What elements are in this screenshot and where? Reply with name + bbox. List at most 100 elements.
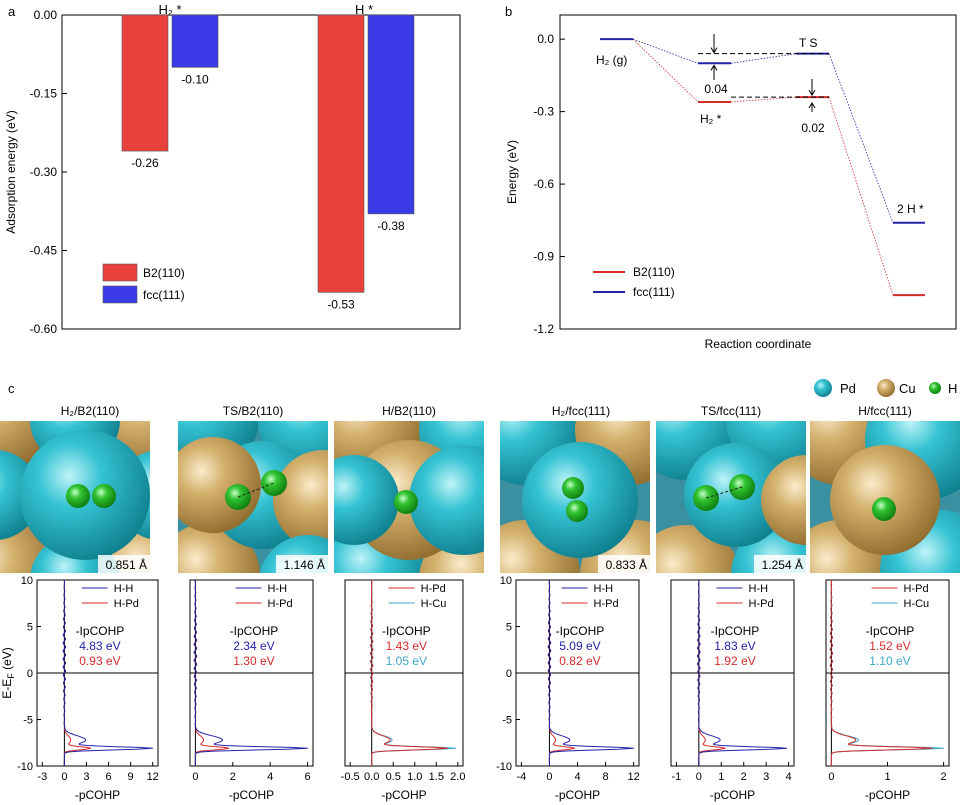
x-tick-label: 1 xyxy=(718,771,724,783)
y-axis-label: E-EF (eV) xyxy=(0,647,16,699)
h-atom xyxy=(92,484,116,508)
connector-B2(110) xyxy=(730,96,797,103)
distance-badge xyxy=(598,555,650,573)
ipcohp-value: 1.92 eV xyxy=(714,654,755,668)
x-axis-label: -pCOHP xyxy=(865,788,910,802)
structure-image xyxy=(334,421,484,573)
state-label: 2 H * xyxy=(897,202,924,216)
structure-title: TS/B2(110) xyxy=(223,404,283,418)
x-tick-label: 2 xyxy=(941,771,947,783)
y-tick-label: -0.3 xyxy=(533,105,554,119)
state-label: H₂ (g) xyxy=(596,53,627,67)
cu-atom-icon xyxy=(877,379,895,397)
ylabel-main: E-E xyxy=(0,679,14,699)
y-tick-label: -0.6 xyxy=(533,177,554,191)
cu-atom xyxy=(761,455,806,545)
ipcohp-value: 1.05 eV xyxy=(386,654,427,668)
x-tick-label: 1 xyxy=(884,771,890,783)
y-tick-label: -5 xyxy=(502,715,512,727)
legend-label: H-H xyxy=(749,583,769,595)
legend-label: H-Pd xyxy=(904,583,929,595)
panel-c-structures-cohp: H₂/B2(110)0.851 Å-3 0 3 6 9 12-pCOHP1050-5-10… xyxy=(0,404,960,802)
bar-B2(110) xyxy=(317,14,365,293)
ipcohp-value: 1.10 eV xyxy=(869,654,910,668)
bond-distance: 1.254 Å xyxy=(762,557,803,572)
x-tick-label: 4 xyxy=(574,771,580,783)
y-tick-label: -0.15 xyxy=(30,87,58,101)
legend-label: fcc(111) xyxy=(143,288,185,302)
bar-value-label: -0.38 xyxy=(377,219,405,233)
y-tick-label: -5 xyxy=(23,715,33,727)
legend-label: B2(110) xyxy=(633,265,675,279)
y-tick-label: -1.2 xyxy=(533,322,554,336)
arrow-up-b2-head xyxy=(808,101,816,109)
cohp-curve xyxy=(697,579,788,766)
ipcohp-label: -IpCOHP xyxy=(76,624,125,638)
y-tick-label: 0 xyxy=(506,668,512,680)
ipcohp-value: 1.30 eV xyxy=(233,654,274,668)
legend-label: H-Pd xyxy=(749,598,774,610)
legend-pd-label: Pd xyxy=(840,381,856,396)
plot-frame xyxy=(559,14,957,330)
y-axis-label: Energy (eV) xyxy=(505,140,519,204)
x-tick-label: 6 xyxy=(305,771,311,783)
panel-b-energy-profile: 0.0 -0.3 -0.6 -0.9 -1.2 Energy (eV) Reaction c… xyxy=(505,14,957,351)
structure-image xyxy=(810,421,960,573)
structure-title: TS/fcc(111) xyxy=(701,404,761,418)
h-h-bond xyxy=(237,482,275,498)
ipcohp-value: 2.34 eV xyxy=(233,639,274,653)
ipcohp-value: 0.93 eV xyxy=(79,654,120,668)
x-tick-label: 2 xyxy=(741,771,747,783)
h-atom-icon xyxy=(929,382,941,394)
cohp-panel-0: H₂/B2(110) 0.851 Å -3 0 3 6 9 12 -pCOHP 10 5 0 -5 -10… xyxy=(0,404,159,802)
cohp-curve xyxy=(829,580,933,766)
pd-atom xyxy=(522,442,638,558)
x-tick-label: 3 xyxy=(83,771,89,783)
y-tick-label: 0.00 xyxy=(34,8,58,22)
bond-distance: 0.851 Å xyxy=(106,557,147,572)
cu-atom xyxy=(273,450,328,550)
ipcohp-value: 1.43 eV xyxy=(386,639,427,653)
cohp-curve xyxy=(370,579,448,766)
bar-value-label: -0.26 xyxy=(131,156,159,170)
legend-label: H-H xyxy=(114,583,134,595)
ipcohp-label: -IpCOHP xyxy=(230,624,279,638)
ipcohp-value: 5.09 eV xyxy=(559,639,600,653)
x-axis-label: -pCOHP xyxy=(710,788,755,802)
y-tick-label: 0 xyxy=(27,668,33,680)
state-label: H₂ * xyxy=(700,112,722,126)
x-tick-label: 8 xyxy=(602,771,608,783)
legend-label: H-Pd xyxy=(268,598,293,610)
x-tick-label: 0.5 xyxy=(386,771,401,783)
y-tick-label: -0.30 xyxy=(30,165,58,179)
pd-atom xyxy=(334,455,399,545)
ylabel-unit: (eV) xyxy=(0,647,14,673)
x-tick-label: -3 xyxy=(37,771,47,783)
x-tick-label: 4 xyxy=(267,771,273,783)
legend-h-label: H xyxy=(948,381,957,396)
y-axis-label: Adsorption energy (eV) xyxy=(4,110,18,233)
y-tick-label: -0.9 xyxy=(533,250,554,264)
h-atom xyxy=(872,497,896,521)
x-tick-label: 0 xyxy=(192,771,198,783)
cohp-curve xyxy=(193,580,308,766)
ipcohp-value: 0.82 eV xyxy=(559,654,600,668)
y-tick-label: 10 xyxy=(21,575,33,587)
ipcohp-label: -IpCOHP xyxy=(866,624,915,638)
atom-legend: Pd Cu H xyxy=(814,379,957,397)
distance-badge xyxy=(276,555,328,573)
cohp-panel-2: H/B2(110) -0.5 0.0 0.5 1.0 1.5 2.0 -pCOHP H-Pd H-… xyxy=(334,404,484,802)
y-tick-label: -0.45 xyxy=(30,244,58,258)
ipcohp-label: -IpCOHP xyxy=(382,624,431,638)
x-tick-label: -4 xyxy=(516,771,526,783)
structure-title: H/fcc(111) xyxy=(858,404,912,418)
h-atom xyxy=(566,500,588,522)
x-tick-label: 2.0 xyxy=(450,771,465,783)
x-tick-label: -1 xyxy=(671,771,681,783)
legend-label: H-H xyxy=(268,583,288,595)
ylabel-sub: F xyxy=(6,673,16,679)
legend-label: B2(110) xyxy=(143,266,185,280)
x-tick-label: 0 xyxy=(61,771,67,783)
pd-atom xyxy=(409,445,484,555)
